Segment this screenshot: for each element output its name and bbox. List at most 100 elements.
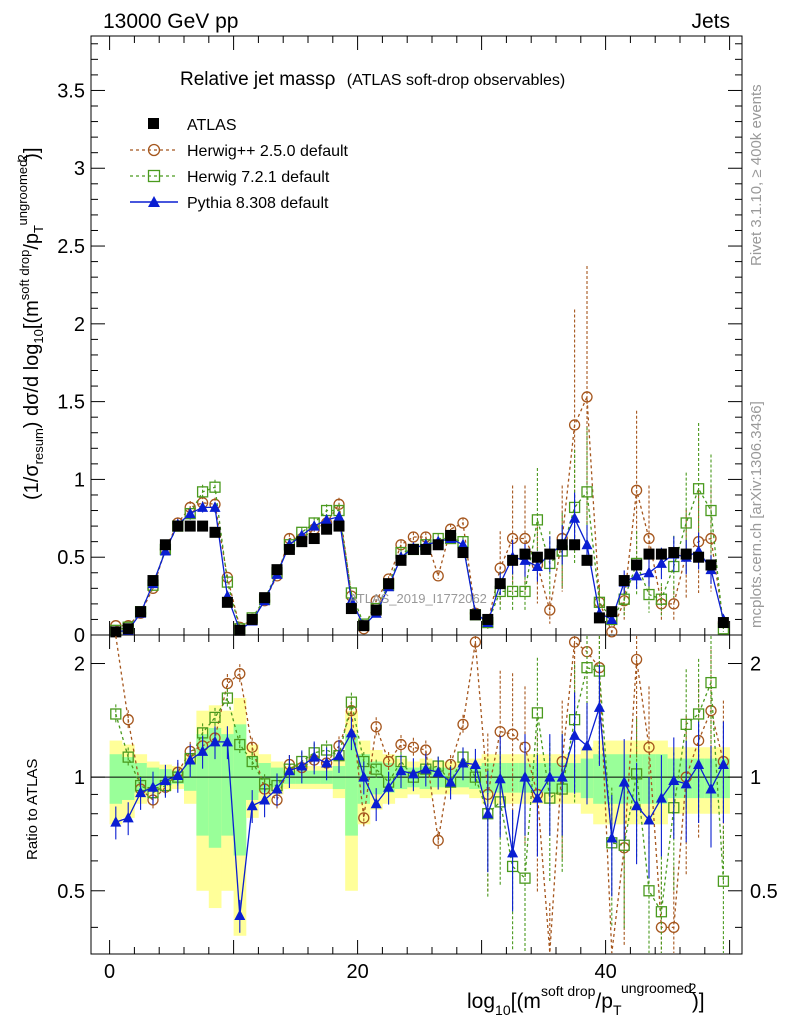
ratio-pythia-point [135, 786, 147, 798]
ratio-herwig7-point [246, 755, 258, 768]
ratio-pythia-point [259, 793, 271, 805]
legend-marker-herwig7 [147, 169, 161, 183]
atlas-point [159, 539, 171, 551]
ratio-pythia-point [631, 799, 643, 811]
ratio-pythia-point [531, 792, 543, 803]
herwigpp-point [606, 626, 618, 638]
ratio-pythia-point [445, 776, 457, 787]
ratio-pythia-point [705, 783, 717, 794]
ratio-pythia-point [544, 771, 556, 782]
herwig7-point [581, 486, 593, 498]
atlas-point [606, 606, 618, 618]
atlas-point [593, 612, 605, 624]
atlas-point [668, 547, 680, 559]
herwig7-point [618, 593, 630, 605]
ratio-tick-label-right: 0.5 [750, 881, 778, 903]
band-green-bin [345, 734, 358, 836]
ratio-herwig7-point [655, 906, 668, 918]
ratio-herwig7-point [110, 708, 122, 720]
y-tick-label: 0 [74, 625, 85, 647]
pythia-point [643, 566, 655, 578]
ratio-pythia-point [593, 701, 605, 712]
legend-marker-herwigpp [147, 143, 161, 157]
ratio-pythia-point [321, 757, 333, 768]
ratio-pythia-point [234, 909, 246, 921]
x-tick-label: 0 [104, 961, 115, 983]
pythia-point [531, 560, 543, 572]
pythia-point [308, 520, 320, 531]
pythia-point [321, 513, 333, 525]
atlas-point [445, 529, 457, 541]
ratio-tick-label-right: 2 [750, 654, 761, 676]
ratio-pythia-point [172, 769, 184, 781]
atlas-point [631, 559, 643, 571]
ratio-herwig7-point [221, 692, 234, 704]
ratio-pythia-point [643, 813, 655, 825]
ratio-pythia-point [494, 772, 506, 784]
ratio-pythia-point [308, 751, 320, 762]
atlas-point [221, 596, 233, 608]
ratio-herwig7-point [692, 708, 705, 720]
herwigpp-point [668, 598, 680, 610]
header-jets: Jets [691, 10, 730, 33]
y-label-sub-resum: resum [31, 428, 46, 464]
ratio-pythia-point [618, 776, 630, 787]
series-layer [110, 266, 730, 638]
atlas-point [283, 543, 295, 555]
atlas-point [308, 533, 320, 545]
herwig7-point [519, 585, 531, 598]
ratio-pythia-point [283, 764, 295, 776]
ratio-tick-label-left: 0.5 [57, 881, 85, 903]
band-green-bin [122, 757, 135, 800]
atlas-point [482, 613, 494, 625]
atlas-point [383, 578, 395, 590]
atlas-point [531, 551, 543, 563]
ratio-pythia-point [680, 777, 692, 789]
herwigpp-point [432, 570, 444, 582]
herwigpp-point [643, 532, 655, 545]
band-green-bin [605, 754, 619, 804]
ratio-herwig7-point [519, 872, 531, 884]
herwig7-point [680, 517, 692, 529]
atlas-point [395, 554, 407, 566]
ratio-pythia-point [556, 771, 568, 782]
ratio-pythia-point [407, 767, 419, 779]
ratio-herwigpp-point [630, 653, 643, 666]
atlas-point [259, 592, 271, 604]
herwig7-line [115, 486, 725, 631]
legend-marker-atlas [148, 118, 159, 129]
band-green-bin [208, 727, 222, 848]
ratio-herwig7-point [581, 662, 593, 674]
herwigpp-point [630, 484, 643, 496]
atlas-point [717, 617, 729, 629]
chart-title: Relative jet massρ (ATLAS soft-drop obse… [180, 69, 565, 90]
herwigpp-point [568, 419, 581, 431]
pythia-point [631, 569, 643, 581]
ratio-herwigpp-point [469, 636, 482, 648]
band-green-bin [593, 754, 606, 804]
ratio-herwig7-point [122, 751, 134, 763]
herwig7-point [655, 593, 668, 605]
pythia-point [581, 538, 593, 550]
atlas-point [333, 520, 345, 532]
atlas-point [246, 613, 258, 625]
ratio-pythia-point [395, 764, 407, 776]
atlas-point [655, 548, 667, 560]
herwig7-point [209, 481, 221, 493]
atlas-point [370, 604, 382, 616]
ratio-herwig7-point [717, 875, 730, 887]
ratio-herwig7-point [643, 885, 655, 897]
ratio-pythia-point [184, 754, 196, 765]
legend: ATLAS Herwig++ 2.5.0 default Herwig 7.2.… [130, 117, 349, 212]
band-green-bin [184, 764, 197, 791]
ratio-pythia-point [221, 735, 233, 747]
ratio-pythia-point [246, 799, 258, 811]
pythia-point [655, 557, 667, 568]
ratio-pythia-point [569, 729, 581, 740]
ratio-pythia-point [717, 758, 729, 770]
atlas-point [135, 606, 147, 618]
x-label-mid: /p [595, 990, 613, 1013]
y-tick-label: 0.5 [57, 547, 85, 569]
ratio-herwigpp-point [407, 741, 420, 753]
